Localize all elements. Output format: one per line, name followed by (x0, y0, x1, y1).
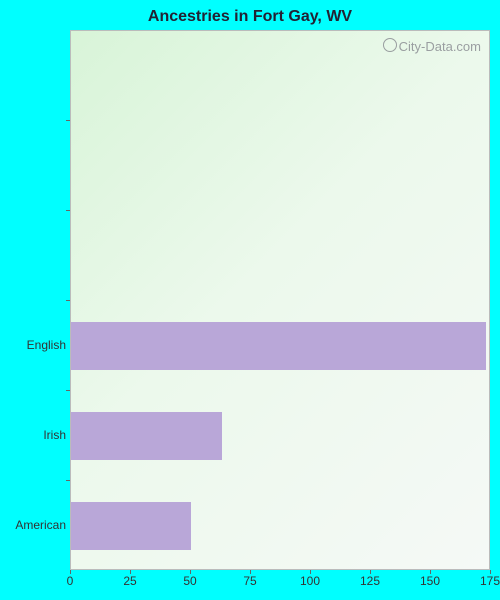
xtick-label: 150 (420, 574, 440, 588)
chart-title: Ancestries in Fort Gay, WV (0, 8, 500, 26)
ytick-mark (66, 210, 70, 211)
ytick-label: English (6, 338, 66, 352)
xtick-label: 175 (480, 574, 500, 588)
ytick-label: American (6, 518, 66, 532)
ytick-mark (66, 120, 70, 121)
bar (71, 502, 191, 550)
xtick-label: 125 (360, 574, 380, 588)
ytick-mark (66, 300, 70, 301)
watermark: City-Data.com (383, 37, 481, 54)
xtick-label: 100 (300, 574, 320, 588)
ytick-label: Irish (6, 428, 66, 442)
plot-area: City-Data.com (70, 30, 490, 570)
ytick-mark (66, 390, 70, 391)
xtick-label: 0 (67, 574, 74, 588)
xtick-label: 25 (123, 574, 136, 588)
bar (71, 322, 486, 370)
xtick-label: 50 (183, 574, 196, 588)
xtick-label: 75 (243, 574, 256, 588)
bar (71, 412, 222, 460)
globe-icon (383, 38, 397, 52)
ytick-mark (66, 480, 70, 481)
watermark-text: City-Data.com (399, 39, 481, 54)
